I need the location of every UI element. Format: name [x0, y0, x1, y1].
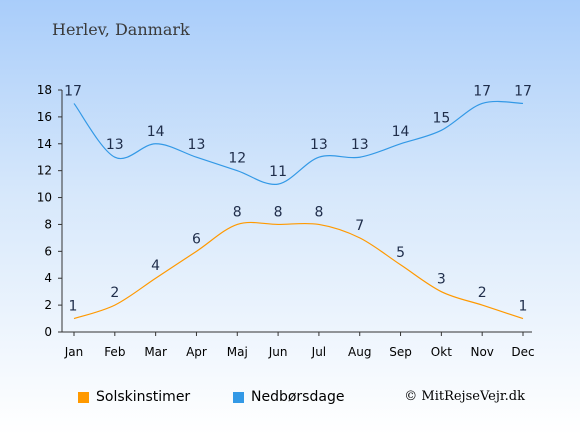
- y-tick-label: 8: [44, 217, 52, 231]
- data-label: 11: [269, 164, 287, 180]
- data-label: 5: [396, 245, 405, 261]
- x-tick-label: Mar: [144, 345, 167, 359]
- data-label: 17: [64, 83, 82, 99]
- chart-title: Herlev, Danmark: [52, 20, 190, 39]
- x-tick-label: Aug: [348, 345, 371, 359]
- x-tick-label: Apr: [186, 345, 207, 359]
- x-tick-label: Okt: [431, 345, 452, 359]
- legend-sun-swatch: [78, 391, 89, 403]
- legend-sun: Solskinstimer: [78, 389, 190, 405]
- data-label: 14: [147, 124, 165, 140]
- data-label: 14: [392, 124, 410, 140]
- data-label: 7: [355, 218, 364, 234]
- y-tick-label: 0: [44, 325, 52, 339]
- y-tick-label: 14: [37, 137, 52, 151]
- data-label: 6: [192, 231, 201, 247]
- data-label: 13: [106, 137, 124, 153]
- data-label: 8: [274, 204, 283, 220]
- x-tick-label: Nov: [470, 345, 493, 359]
- data-label: 2: [478, 285, 487, 301]
- data-label: 17: [514, 83, 532, 99]
- x-tick-label: Jun: [268, 345, 288, 359]
- legend-rain-label: Nedbørsdage: [251, 389, 345, 405]
- y-tick-label: 10: [37, 191, 52, 205]
- data-label: 8: [314, 204, 323, 220]
- x-tick-label: Maj: [227, 345, 248, 359]
- legend-rain: Nedbørsdage: [233, 389, 344, 405]
- x-tick-label: Dec: [511, 345, 534, 359]
- data-label: 15: [432, 110, 450, 126]
- y-tick-label: 4: [44, 271, 52, 285]
- x-tick-label: Jan: [64, 345, 84, 359]
- data-label: 1: [69, 299, 78, 315]
- series-line-solskinstimer: [73, 221, 524, 320]
- y-tick-label: 16: [37, 110, 52, 124]
- data-label: 17: [473, 83, 491, 99]
- credit: © MitRejseVejr.dk: [404, 389, 525, 404]
- data-label: 8: [233, 204, 242, 220]
- legend-sun-label: Solskinstimer: [96, 389, 191, 405]
- y-tick-label: 2: [44, 298, 52, 312]
- y-tick-label: 12: [37, 164, 52, 178]
- series-layer: [73, 100, 524, 320]
- data-label: 13: [310, 137, 328, 153]
- series-line-nedborsdage: [73, 100, 524, 185]
- data-label: 13: [351, 137, 369, 153]
- data-label: 2: [110, 285, 119, 301]
- x-tick-label: Jul: [311, 345, 326, 359]
- data-label: 13: [188, 137, 206, 153]
- data-label: 4: [151, 258, 160, 274]
- data-label: 12: [228, 151, 246, 167]
- y-tick-label: 6: [44, 244, 52, 258]
- data-label: 1: [519, 299, 528, 315]
- legend-rain-swatch: [233, 391, 244, 403]
- data-label: 3: [437, 272, 446, 288]
- x-tick-label: Sep: [389, 345, 412, 359]
- x-tick-label: Feb: [104, 345, 125, 359]
- y-tick-label: 18: [37, 83, 52, 97]
